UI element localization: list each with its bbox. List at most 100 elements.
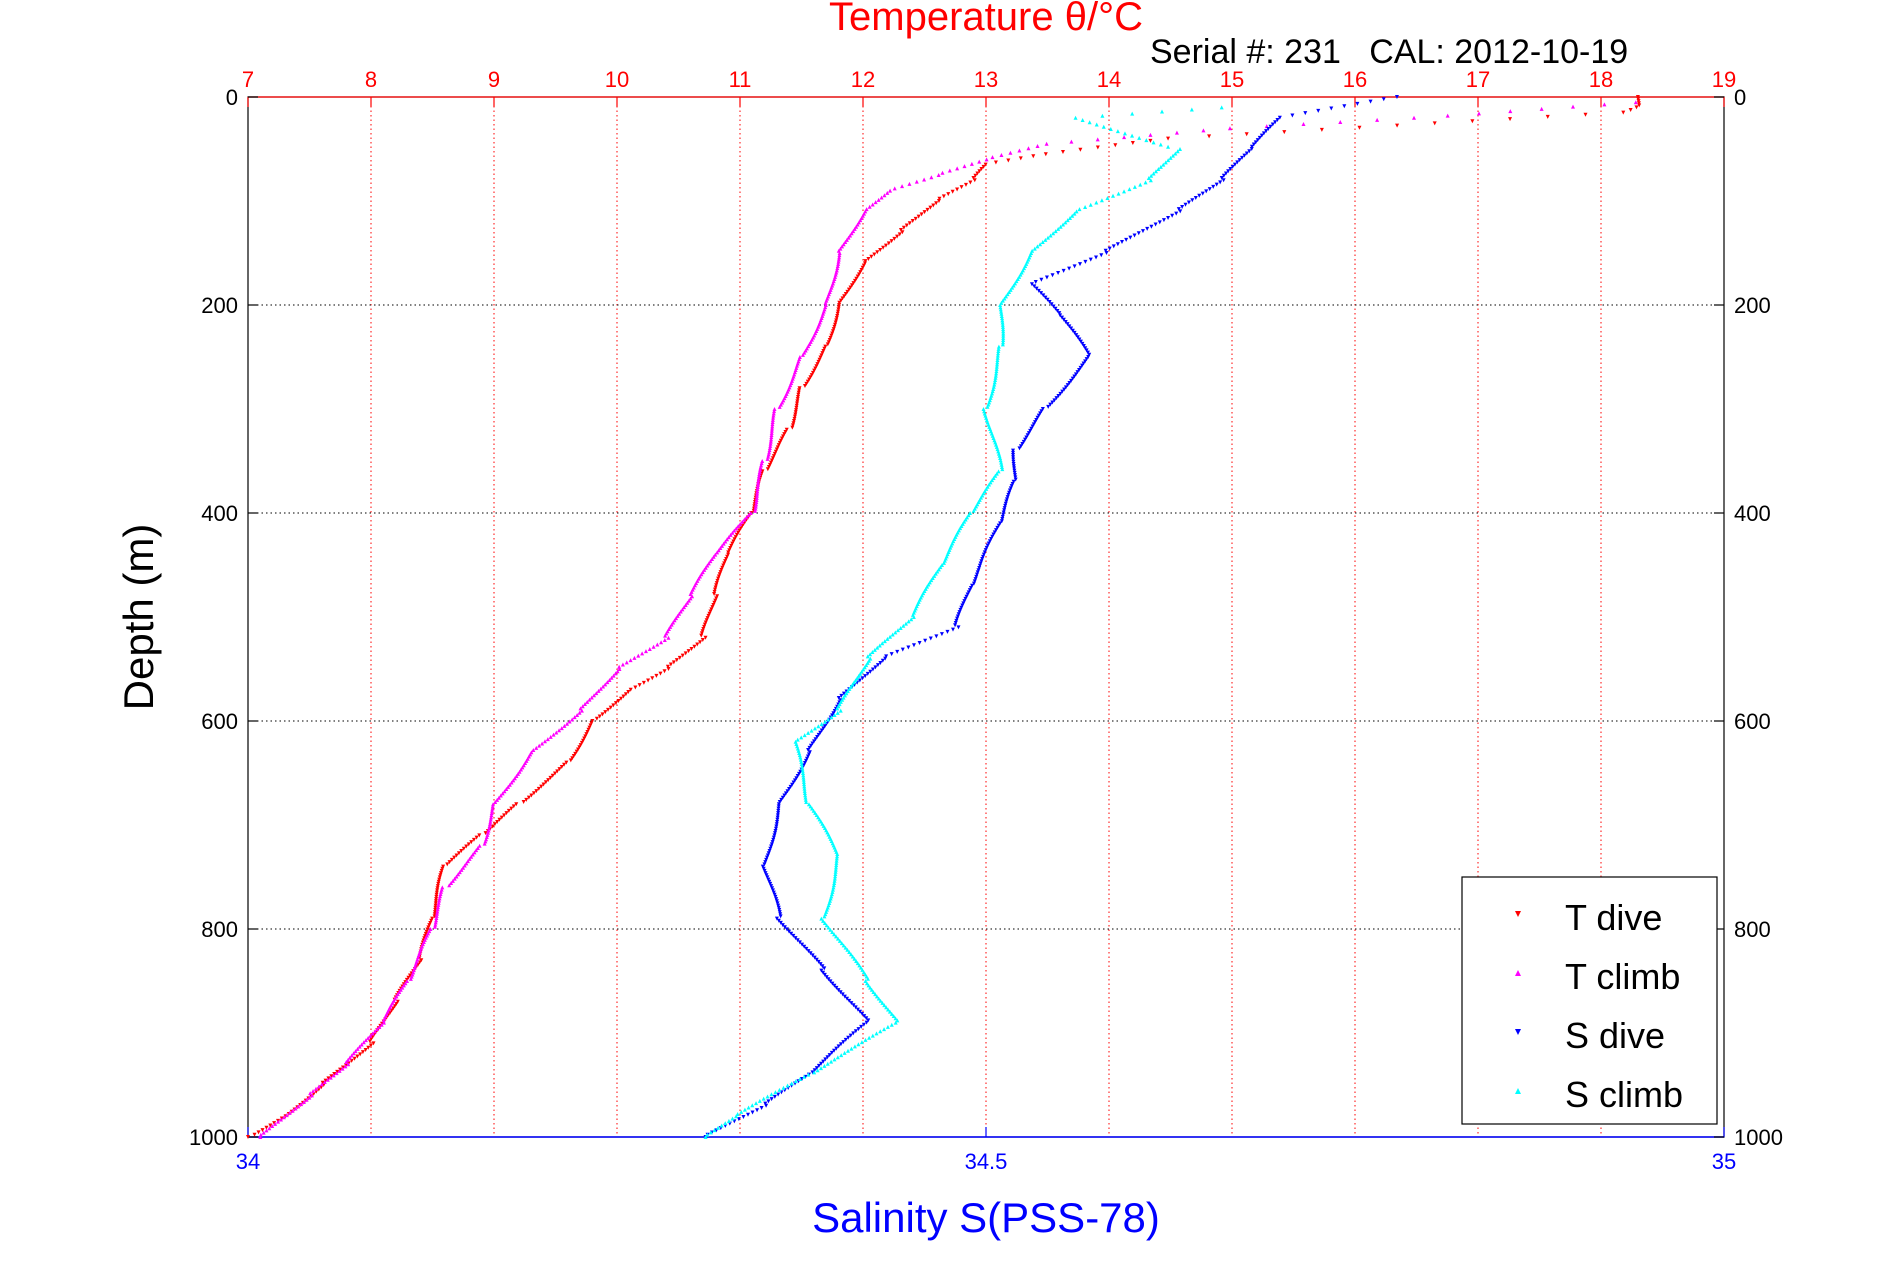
data-point bbox=[996, 351, 1001, 356]
data-point bbox=[1251, 142, 1256, 147]
data-point bbox=[495, 797, 500, 802]
data-point bbox=[819, 968, 824, 973]
data-point bbox=[800, 771, 805, 775]
data-point bbox=[790, 782, 795, 787]
data-point bbox=[526, 795, 531, 800]
data-point bbox=[1069, 326, 1074, 331]
data-point bbox=[960, 603, 965, 608]
data-point bbox=[363, 1038, 368, 1043]
data-point bbox=[809, 743, 814, 748]
data-point bbox=[613, 701, 618, 706]
depth-tick-label: 600 bbox=[201, 709, 238, 734]
data-point bbox=[830, 713, 835, 718]
data-point bbox=[1170, 213, 1175, 218]
data-point bbox=[322, 1080, 327, 1085]
data-point bbox=[437, 898, 442, 903]
data-point bbox=[900, 647, 905, 652]
data-point bbox=[617, 664, 622, 669]
data-point bbox=[713, 585, 718, 590]
data-point bbox=[975, 572, 980, 577]
data-point bbox=[1044, 275, 1049, 280]
data-point bbox=[721, 541, 726, 546]
data-point bbox=[1244, 132, 1249, 137]
data-point bbox=[417, 960, 422, 965]
data-point bbox=[828, 979, 833, 984]
data-point bbox=[1085, 350, 1090, 355]
data-point bbox=[1070, 213, 1075, 218]
data-point bbox=[831, 885, 836, 890]
data-point bbox=[763, 1101, 768, 1106]
data-point bbox=[834, 1046, 839, 1051]
depth-tick-label: 800 bbox=[201, 917, 238, 942]
data-point bbox=[771, 411, 776, 416]
data-point bbox=[843, 945, 848, 950]
data-point bbox=[801, 775, 806, 780]
data-point bbox=[720, 543, 725, 548]
data-point bbox=[731, 539, 736, 544]
series-s-climb bbox=[703, 105, 1224, 1139]
data-point bbox=[778, 914, 783, 919]
data-point bbox=[1010, 481, 1015, 486]
data-point bbox=[940, 563, 945, 567]
data-point bbox=[922, 177, 927, 182]
data-point bbox=[1148, 178, 1153, 183]
data-point bbox=[366, 1035, 371, 1040]
data-point bbox=[1161, 162, 1166, 167]
data-point bbox=[1173, 151, 1178, 156]
data-point bbox=[1080, 118, 1085, 123]
temperature-tick-label: 16 bbox=[1343, 67, 1367, 92]
data-point bbox=[856, 1042, 861, 1047]
data-point bbox=[776, 443, 781, 448]
data-point bbox=[1174, 130, 1179, 135]
data-point bbox=[801, 779, 806, 784]
data-point bbox=[1211, 184, 1216, 189]
data-point bbox=[355, 1046, 360, 1051]
data-point bbox=[845, 689, 850, 694]
data-point bbox=[347, 1055, 352, 1060]
data-point bbox=[1011, 459, 1016, 464]
data-point bbox=[903, 621, 908, 626]
data-point bbox=[439, 889, 444, 894]
data-point bbox=[822, 972, 827, 977]
data-point bbox=[1006, 158, 1011, 163]
data-point bbox=[861, 263, 866, 268]
data-point bbox=[641, 680, 646, 685]
data-point bbox=[1039, 409, 1044, 414]
data-point bbox=[433, 899, 438, 904]
data-point bbox=[1087, 120, 1092, 125]
data-point bbox=[1148, 132, 1153, 137]
data-point bbox=[1083, 204, 1088, 209]
data-point bbox=[586, 727, 591, 732]
data-point bbox=[1633, 100, 1638, 105]
data-point bbox=[769, 435, 774, 440]
data-point bbox=[767, 462, 772, 467]
depth-tick-label: 1000 bbox=[189, 1125, 238, 1150]
data-point bbox=[835, 936, 840, 941]
data-point bbox=[919, 212, 924, 217]
data-point bbox=[577, 745, 582, 750]
data-point bbox=[770, 886, 775, 891]
data-point bbox=[996, 344, 1001, 349]
data-point bbox=[765, 467, 770, 472]
data-point bbox=[1235, 160, 1240, 165]
data-point bbox=[819, 916, 824, 921]
data-point bbox=[600, 712, 605, 717]
data-point bbox=[971, 175, 976, 180]
data-point bbox=[992, 530, 997, 535]
data-point bbox=[1077, 207, 1082, 212]
data-point bbox=[1074, 209, 1079, 214]
data-point bbox=[307, 1095, 312, 1100]
data-point bbox=[546, 778, 551, 783]
data-point bbox=[765, 853, 770, 858]
data-point bbox=[818, 730, 823, 735]
data-point bbox=[439, 871, 444, 876]
data-point bbox=[326, 1076, 331, 1081]
data-point bbox=[726, 550, 731, 555]
data-point bbox=[974, 574, 979, 579]
data-point bbox=[482, 841, 487, 846]
data-point bbox=[759, 1106, 764, 1111]
data-point bbox=[1004, 294, 1009, 299]
data-point bbox=[287, 1110, 292, 1115]
data-point bbox=[1055, 308, 1060, 313]
data-point bbox=[1052, 398, 1057, 403]
